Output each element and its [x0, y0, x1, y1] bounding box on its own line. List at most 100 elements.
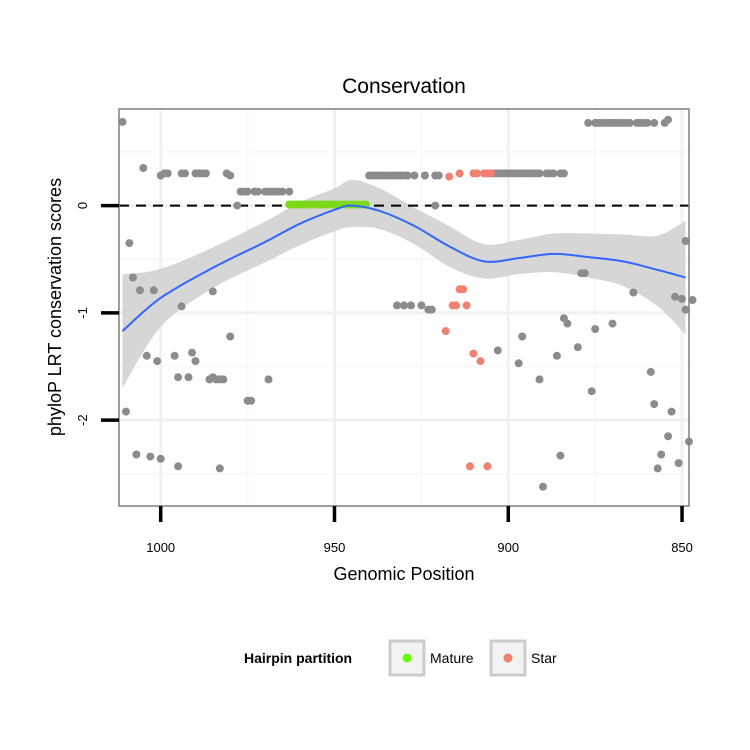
- point-other: [407, 301, 415, 310]
- point-other: [208, 287, 217, 296]
- point-other: [556, 451, 565, 460]
- point-other: [125, 239, 134, 248]
- point-other: [139, 164, 148, 172]
- point-star: [483, 462, 492, 471]
- point-other: [233, 201, 242, 210]
- x-tick-label: 950: [324, 540, 346, 555]
- point-star: [476, 357, 485, 366]
- point-other: [580, 269, 589, 278]
- plot-panel: [118, 108, 697, 507]
- legend-title: Hairpin partition: [244, 650, 352, 666]
- point-other: [681, 305, 690, 314]
- point-other: [393, 301, 401, 310]
- point-other: [535, 375, 544, 384]
- point-other: [149, 286, 158, 295]
- point-other: [518, 332, 527, 341]
- chart-title: Conservation: [342, 75, 466, 98]
- point-star: [486, 169, 495, 178]
- legend-key-box-mature: [388, 639, 426, 677]
- point-other: [539, 482, 547, 491]
- point-other: [559, 169, 568, 178]
- points-layer: [118, 115, 697, 491]
- confidence-ribbon-layer: [122, 179, 686, 388]
- point-other: [427, 305, 436, 314]
- point-other: [671, 292, 680, 301]
- point-other: [264, 375, 273, 384]
- legend: Hairpin partition Mature Star: [244, 639, 557, 677]
- point-other: [664, 115, 673, 124]
- point-other: [587, 387, 596, 396]
- point-star: [469, 349, 478, 358]
- legend-key-mature: [402, 653, 412, 663]
- point-other: [177, 302, 186, 311]
- point-other: [678, 294, 686, 303]
- legend-entries: Mature Star: [388, 639, 557, 677]
- y-axis: 0 -1 -2: [75, 202, 119, 426]
- point-other: [285, 187, 294, 196]
- x-axis: 1000 950 900 850: [146, 506, 693, 555]
- point-star: [462, 301, 471, 310]
- point-other: [254, 187, 262, 196]
- point-other: [226, 332, 235, 341]
- point-other: [625, 118, 634, 127]
- legend-label-star: Star: [531, 650, 557, 666]
- point-star: [466, 462, 474, 471]
- point-other: [410, 171, 419, 180]
- point-other: [146, 452, 155, 461]
- x-tick-label: 900: [497, 540, 519, 555]
- point-other: [184, 373, 193, 382]
- x-tick-label: 1000: [146, 540, 175, 555]
- point-other: [646, 367, 655, 376]
- point-other: [650, 400, 659, 409]
- point-other: [653, 464, 662, 473]
- point-other: [431, 201, 440, 210]
- point-other: [243, 187, 252, 196]
- point-other: [219, 375, 228, 384]
- point-other: [156, 454, 165, 463]
- point-other: [563, 319, 572, 328]
- point-other: [667, 407, 676, 416]
- y-tick-label: -2: [75, 414, 90, 426]
- point-other: [584, 118, 593, 127]
- point-other: [403, 171, 412, 180]
- point-star: [473, 169, 481, 178]
- confidence-ribbon: [122, 179, 686, 388]
- point-other: [650, 118, 659, 127]
- point-other: [434, 171, 443, 180]
- point-other: [170, 351, 179, 360]
- point-other: [591, 325, 600, 333]
- point-other: [201, 169, 210, 178]
- point-other: [664, 432, 673, 441]
- point-other: [420, 171, 429, 180]
- point-other: [514, 359, 523, 368]
- point-other: [174, 462, 183, 471]
- point-other: [122, 407, 130, 416]
- point-other: [174, 373, 183, 382]
- point-other: [163, 169, 172, 178]
- point-star: [445, 172, 454, 181]
- legend-label-mature: Mature: [430, 650, 474, 666]
- y-tick-label: -1: [75, 307, 90, 319]
- point-other: [552, 351, 561, 360]
- point-other: [535, 169, 544, 178]
- point-star: [452, 301, 461, 310]
- point-other: [681, 237, 690, 245]
- point-other: [629, 288, 638, 297]
- point-other: [688, 296, 697, 304]
- point-star: [455, 169, 464, 178]
- point-star: [459, 285, 468, 294]
- point-other: [153, 357, 162, 366]
- point-other: [608, 319, 617, 328]
- y-tick-label: 0: [75, 202, 90, 209]
- point-other: [278, 187, 287, 196]
- point-other: [400, 301, 408, 310]
- x-axis-title: Genomic Position: [333, 564, 474, 584]
- point-star: [441, 327, 450, 336]
- legend-key-star: [503, 653, 513, 663]
- point-other: [135, 286, 144, 295]
- point-other: [128, 273, 137, 282]
- y-axis-title: phyloP LRT conservation scores: [45, 178, 65, 436]
- point-other: [247, 396, 256, 405]
- point-other: [215, 464, 224, 473]
